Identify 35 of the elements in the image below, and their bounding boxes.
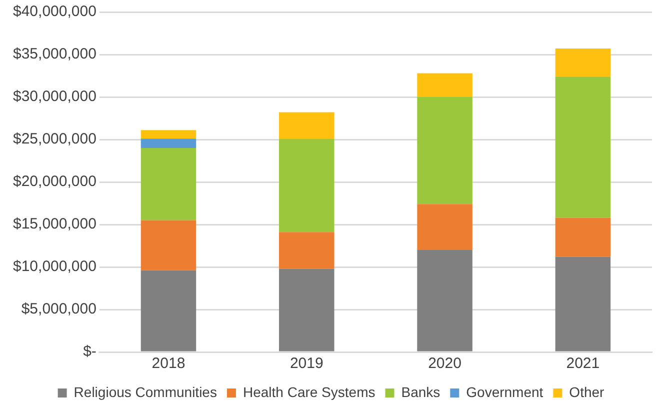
x-tick-label: 2020 <box>428 355 462 372</box>
y-tick-label: $35,000,000 <box>12 46 96 63</box>
legend-label: Government <box>466 384 544 400</box>
y-tick-label: $- <box>83 343 96 360</box>
bar <box>417 250 472 352</box>
bar <box>279 268 334 352</box>
legend-label: Other <box>569 384 605 400</box>
bar <box>279 232 334 269</box>
bar <box>555 256 611 352</box>
bar <box>140 148 196 220</box>
bar <box>140 270 196 352</box>
y-tick-label: $20,000,000 <box>12 173 96 190</box>
x-tick-label: 2021 <box>566 355 600 372</box>
y-tick-label: $40,000,000 <box>12 3 96 20</box>
y-tick-label: $30,000,000 <box>12 88 96 106</box>
bar <box>417 73 472 97</box>
bar <box>417 97 472 204</box>
bar <box>555 76 611 218</box>
y-tick-label: $15,000,000 <box>12 216 96 233</box>
bar <box>279 112 334 139</box>
bar <box>140 130 196 139</box>
y-tick-label: $25,000,000 <box>12 130 96 148</box>
bar <box>555 218 611 257</box>
bar <box>279 138 334 232</box>
x-tick-label: 2019 <box>290 355 324 372</box>
bar <box>140 138 196 148</box>
bar <box>417 204 472 250</box>
legend-label: Religious Communities <box>74 384 217 400</box>
y-tick-label: $5,000,000 <box>21 300 96 318</box>
legend-label: Banks <box>401 384 440 400</box>
legend-label: Health Care Systems <box>242 384 376 400</box>
y-tick-label: $10,000,000 <box>12 258 96 276</box>
bar <box>555 48 611 77</box>
x-tick-label: 2018 <box>152 355 186 372</box>
bar <box>140 220 196 270</box>
